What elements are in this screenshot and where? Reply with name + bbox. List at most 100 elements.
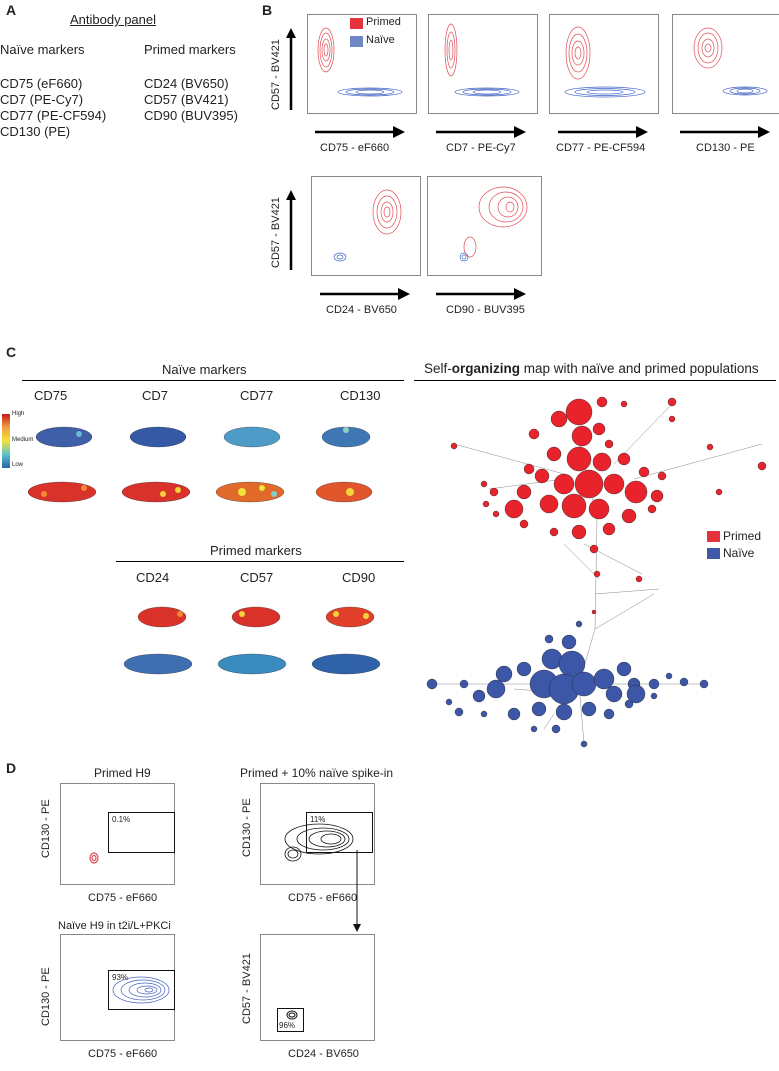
flow-xlabel-cd130: CD130 - PE — [696, 142, 755, 154]
som-legend-primed-swatch — [707, 531, 720, 542]
spike-contours-primed — [89, 852, 99, 864]
flow-plot-cd24 — [311, 176, 421, 276]
som-legend-primed: Primed — [723, 529, 762, 543]
antibody-primed-1: CD57 (BV421) — [144, 92, 229, 107]
spike-contours-cd57 — [286, 1010, 298, 1020]
spike-xlabel-1: CD75 - eF660 — [88, 892, 158, 904]
flow-contours-cd24 — [333, 189, 402, 262]
flow-plot-cd7 — [428, 14, 538, 114]
spike-plot-cd57: 96% — [260, 934, 375, 1041]
panel-label-b: B — [262, 2, 273, 18]
spike-plot-naive: 93% — [60, 934, 175, 1041]
flow-xlabel-cd77: CD77 - PE-CF594 — [556, 142, 646, 154]
spike-primed-title: Primed H9 — [94, 766, 151, 780]
flow-xlabel-cd90: CD90 - BUV395 — [446, 304, 525, 316]
flow-xlabel-cd24: CD24 - BV650 — [326, 304, 397, 316]
som-map-cd7 — [121, 426, 191, 503]
spike-contours-mixed — [284, 823, 354, 862]
antibody-panel-title: Antibody panel — [70, 12, 157, 27]
som-marker-cd7: CD7 — [142, 388, 169, 403]
spike-xlabel-4: CD24 - BV650 — [288, 1048, 359, 1060]
gate-naive: 93% — [108, 970, 175, 1010]
som-map-cd57 — [217, 606, 287, 675]
flow-xlabel-cd7: CD7 - PE-Cy7 — [446, 142, 516, 154]
flow-xarrow-5 — [320, 288, 410, 300]
naive-markers-header: Naïve markers — [0, 42, 85, 57]
som-scale-high: High — [12, 411, 25, 417]
gate-spike: 11% — [306, 812, 373, 853]
antibody-primed-0: CD24 (BV650) — [144, 76, 229, 91]
som-scale-medium: Medium — [12, 437, 34, 443]
som-map-cd130 — [315, 426, 373, 503]
panel-label-c: C — [6, 344, 17, 360]
flow-contours-cd77 — [564, 26, 646, 98]
flow-yarrow-bottom — [286, 190, 296, 270]
flow-contours-cd75 — [317, 27, 403, 97]
flow-legend-naive-swatch — [350, 36, 363, 47]
antibody-naive-1: CD7 (PE-Cy7) — [0, 92, 84, 107]
spike-plot-mixed: 11% — [260, 783, 375, 885]
spike-contours-naive — [112, 976, 170, 1004]
som-marker-cd75: CD75 — [34, 388, 68, 403]
gate-naive-label: 93% — [112, 973, 129, 982]
som-marker-cd24: CD24 — [136, 570, 170, 585]
som-large-map — [426, 396, 767, 748]
flow-ylabel-top: CD57 - BV421 — [270, 39, 282, 110]
flow-xlabel-cd75: CD75 - eF660 — [320, 142, 390, 154]
spike-ylabel-2: CD130 - PE — [241, 798, 253, 857]
som-legend-naive-swatch — [707, 548, 720, 559]
gate-primed: 0.1% — [108, 812, 175, 853]
spike-ylabel-4: CD57 - BV421 — [241, 953, 253, 1024]
flow-legend-naive: Naïve — [366, 34, 395, 46]
spike-naive-title: Naïve H9 in t2i/L+PKCi — [58, 920, 171, 932]
som-legend-naive: Naïve — [723, 546, 755, 560]
spacer — [270, 180, 282, 181]
gate-cd57-label: 96% — [279, 1021, 296, 1030]
flow-xarrow-3 — [558, 126, 648, 138]
flow-xarrow-1 — [315, 126, 405, 138]
som-map-cd24 — [123, 606, 193, 675]
som-map-cd75 — [27, 426, 97, 503]
spike-xlabel-2: CD75 - eF660 — [288, 892, 358, 904]
som-scale-low: Low — [12, 462, 24, 468]
antibody-naive-0: CD75 (eF660) — [0, 76, 83, 91]
som-map-cd90 — [311, 606, 381, 675]
flow-yarrow-top — [286, 28, 296, 110]
flow-ylabel-bottom: CD57 - BV421 — [270, 197, 282, 268]
flow-contours-cd130 — [693, 27, 768, 96]
som-marker-cd77: CD77 — [240, 388, 274, 403]
flow-plot-cd130 — [672, 14, 779, 114]
spike-ylabel-3: CD130 - PE — [40, 967, 52, 1026]
flow-xarrow-4 — [680, 126, 770, 138]
spike-spike-title: Primed + 10% naïve spike-in — [240, 766, 394, 780]
gate-arrow — [353, 850, 361, 932]
gate-spike-label: 11% — [310, 815, 326, 824]
flow-plot-cd90 — [427, 176, 542, 276]
flow-legend-primed: Primed — [366, 16, 401, 28]
som-marker-cd57: CD57 — [240, 570, 274, 585]
som-naive-title: Naïve markers — [162, 362, 247, 377]
flow-legend-primed-swatch — [350, 18, 363, 29]
som-color-scale — [2, 414, 10, 468]
flow-plot-cd77 — [549, 14, 659, 114]
flow-xarrow-2 — [436, 126, 526, 138]
flow-xarrow-6 — [436, 288, 526, 300]
flow-contours-cd90 — [459, 186, 528, 262]
som-map-rule — [414, 380, 776, 381]
antibody-naive-2: CD77 (PE-CF594) — [0, 108, 107, 123]
panel-label-d: D — [6, 760, 17, 776]
panel-label-a: A — [6, 2, 17, 18]
gate-cd57: 96% — [277, 1008, 304, 1032]
flow-contours-cd7 — [444, 23, 520, 97]
spike-xlabel-3: CD75 - eF660 — [88, 1048, 158, 1060]
som-marker-cd90: CD90 — [342, 570, 376, 585]
antibody-naive-3: CD130 (PE) — [0, 124, 71, 139]
flow-plot-cd75 — [307, 14, 417, 114]
som-map-cd77 — [215, 426, 285, 503]
som-primed-title: Primed markers — [210, 543, 302, 558]
som-marker-cd130: CD130 — [340, 388, 381, 403]
som-naive-rule — [22, 380, 404, 381]
antibody-primed-2: CD90 (BUV395) — [144, 108, 238, 123]
som-primed-rule — [116, 561, 404, 562]
spike-ylabel-1: CD130 - PE — [40, 799, 52, 858]
